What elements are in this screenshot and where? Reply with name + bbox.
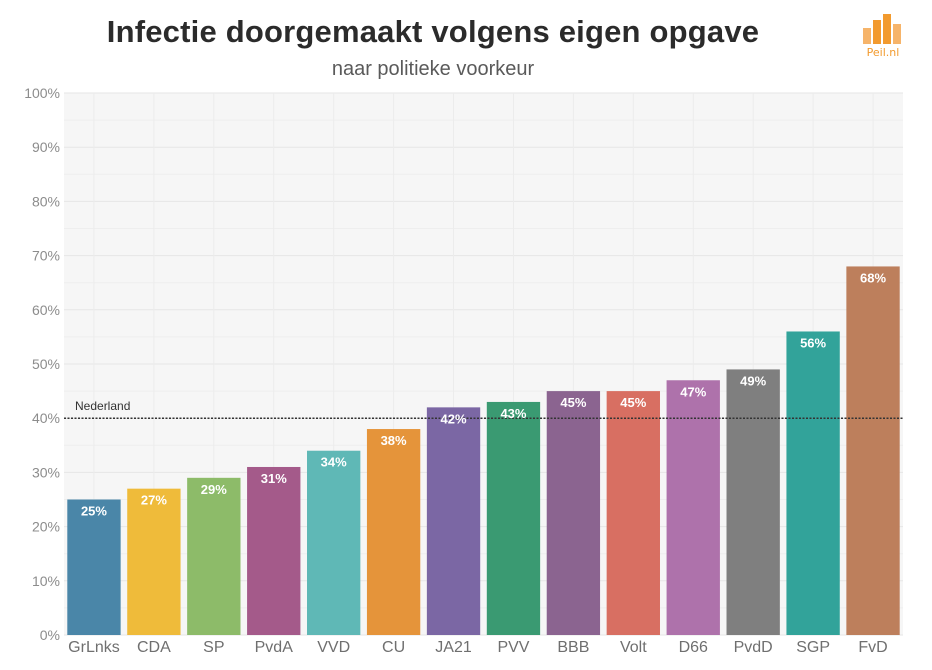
y-tick-label: 90%	[32, 139, 60, 155]
chart-subtitle: naar politieke voorkeur	[331, 58, 535, 80]
bar-chart-logo-icon	[863, 14, 901, 44]
x-tick-label: D66	[679, 639, 708, 656]
y-tick-label: 0%	[40, 627, 60, 643]
y-tick-label: 40%	[32, 410, 60, 426]
data-label: 49%	[740, 373, 766, 388]
x-tick-label: BBB	[557, 639, 589, 656]
logo-text: Peil.nl	[866, 46, 900, 59]
data-label: 45%	[560, 395, 586, 410]
data-label: 45%	[620, 395, 646, 410]
y-tick-label: 70%	[32, 248, 60, 264]
data-label: 47%	[680, 384, 706, 399]
bar-volt	[606, 391, 660, 635]
bar-sp	[187, 477, 241, 635]
x-tick-label: CDA	[137, 639, 171, 656]
data-label: 31%	[261, 471, 287, 486]
bar-cda	[127, 488, 181, 635]
y-tick-label: 60%	[32, 302, 60, 318]
y-axis-ticks: 0% 10% 20% 30% 40% 50% 60% 70% 80% 90% 100%	[24, 85, 60, 643]
bar-pvv	[486, 401, 541, 635]
bar-sgp	[786, 331, 840, 635]
peil-logo: Peil.nl	[858, 14, 908, 64]
data-label: 34%	[321, 455, 347, 470]
bar-grlnks	[67, 499, 121, 635]
x-tick-label: JA21	[435, 639, 472, 656]
data-label: 38%	[381, 433, 407, 448]
bar-ja21	[426, 407, 481, 635]
y-tick-label: 50%	[32, 356, 60, 372]
data-label: 42%	[441, 411, 467, 426]
bar-vvd	[307, 450, 361, 635]
x-tick-label: Volt	[620, 639, 647, 656]
y-tick-label: 10%	[32, 573, 60, 589]
x-axis-labels: GrLnks CDA SP PvdA VVD CU JA21 PVV BBB Volt D66 Pvd…	[68, 639, 888, 656]
data-label: 29%	[201, 482, 227, 497]
y-tick-label: 30%	[32, 464, 60, 480]
x-tick-label: PVV	[497, 639, 529, 656]
x-tick-label: GrLnks	[68, 639, 120, 656]
chart-title: Infectie doorgemaakt volgens eigen opgav…	[106, 14, 760, 49]
bar-cu	[366, 429, 421, 635]
x-tick-label: FvD	[858, 639, 887, 656]
bar-pvdd	[726, 369, 780, 635]
reference-line-label: Nederland	[75, 399, 130, 413]
bar-bbb	[546, 391, 601, 635]
data-labels: 25% 27% 29% 31% 34% 38% 42% 43% 45% 45% 47% 49% 56% 6…	[81, 270, 887, 518]
x-tick-label: PvdA	[255, 639, 294, 656]
reference-line-group: Nederland	[64, 399, 903, 419]
x-tick-label: PvdD	[734, 639, 773, 656]
bars	[67, 266, 900, 635]
data-label: 27%	[141, 493, 167, 508]
x-tick-label: CU	[382, 639, 405, 656]
y-tick-label: 100%	[24, 85, 60, 101]
bar-d66	[666, 380, 720, 635]
bar-fvd	[846, 266, 900, 635]
data-label: 43%	[500, 406, 526, 421]
x-tick-label: VVD	[317, 639, 350, 656]
y-tick-label: 80%	[32, 193, 60, 209]
bar-pvda	[247, 466, 301, 635]
x-tick-label: SP	[203, 639, 224, 656]
data-label: 25%	[81, 504, 107, 519]
data-label: 56%	[800, 335, 826, 350]
x-tick-label: SGP	[796, 639, 830, 656]
y-tick-label: 20%	[32, 519, 60, 535]
data-label: 68%	[860, 270, 886, 285]
